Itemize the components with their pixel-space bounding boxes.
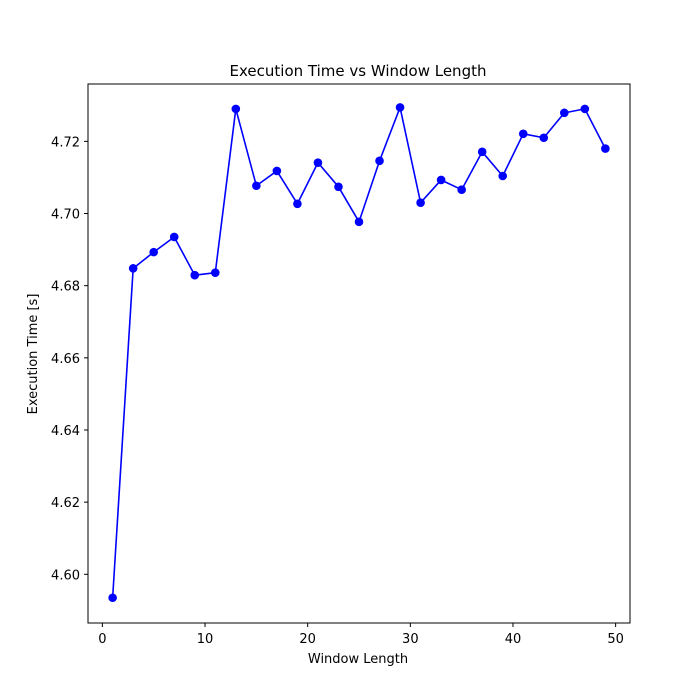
y-tick-label: 4.62 <box>51 496 80 511</box>
x-axis-label: Window Length <box>308 652 408 667</box>
y-tick-label: 4.64 <box>51 424 80 439</box>
x-tick-label: 30 <box>402 632 419 647</box>
plot-area: 0 10 20 30 40 50 4.60 4.62 4.64 4.66 4.68 4.70 4.72 <box>51 83 631 647</box>
data-point <box>354 217 364 227</box>
plot-frame <box>87 83 631 624</box>
data-point <box>518 129 528 139</box>
data-point <box>498 171 508 181</box>
x-tick-label: 50 <box>607 632 624 647</box>
data-point <box>231 104 241 114</box>
x-tick-label: 0 <box>98 632 106 647</box>
y-tick-label: 4.60 <box>51 568 80 583</box>
data-point <box>252 181 261 191</box>
x-tick-label: 20 <box>299 632 316 647</box>
data-point <box>395 103 405 112</box>
data-point <box>128 264 138 273</box>
data-point <box>436 175 446 185</box>
data-point <box>601 144 610 153</box>
data-point <box>334 182 343 192</box>
data-point <box>539 133 549 143</box>
data-point <box>272 166 282 176</box>
data-point <box>375 156 384 166</box>
data-point <box>560 108 569 118</box>
data-point <box>457 185 466 195</box>
x-tick-label: 40 <box>505 632 522 647</box>
y-axis-label: Execution Time [s] <box>26 294 41 415</box>
y-tick-label: 4.72 <box>51 135 80 150</box>
data-point <box>293 199 302 209</box>
y-tick-label: 4.66 <box>51 352 80 367</box>
data-point <box>313 158 323 167</box>
data-point <box>149 247 158 257</box>
y-tick-label: 4.68 <box>51 280 80 295</box>
data-point <box>190 270 200 280</box>
chart-title: Execution Time vs Window Length <box>230 62 487 80</box>
data-point <box>108 593 117 603</box>
data-point <box>416 198 425 207</box>
y-tick-label: 4.70 <box>51 208 80 223</box>
data-point <box>169 232 179 242</box>
series-line <box>111 106 607 598</box>
data-point <box>477 147 487 157</box>
data-point <box>210 268 220 277</box>
data-point <box>580 104 590 114</box>
x-tick-label: 10 <box>197 632 214 647</box>
